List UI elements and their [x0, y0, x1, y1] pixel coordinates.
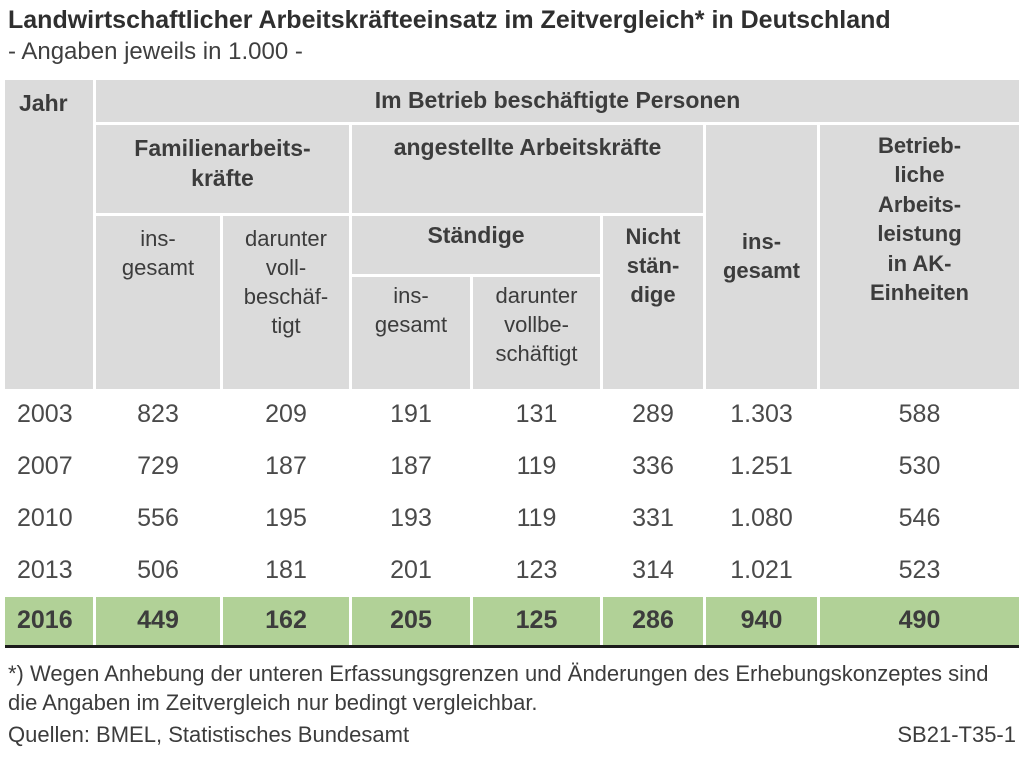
table-row: 2007 729 187 187 119 336 1.251 530: [5, 441, 1019, 493]
year-cell: 2007: [17, 452, 73, 481]
value-cell: 1.303: [730, 400, 793, 429]
header-insgesamt: ins- gesamt: [706, 124, 817, 389]
header-familienarbeitskraefte: Familienarbeits- kräfte: [96, 124, 349, 213]
value-cell: 588: [898, 400, 941, 429]
value-cell: 119: [516, 504, 557, 533]
value-cell: 530: [898, 452, 941, 481]
value-cell: 195: [265, 504, 307, 533]
value-cell: 286: [603, 596, 703, 645]
source-row: Quellen: BMEL, Statistisches Bundesamt S…: [5, 720, 1019, 748]
value-cell: 506: [137, 556, 179, 585]
value-cell: 336: [632, 452, 674, 481]
table-row: 2013 506 181 201 123 314 1.021 523: [5, 545, 1019, 597]
table-code: SB21-T35-1: [897, 722, 1016, 748]
value-cell: 193: [390, 504, 432, 533]
value-cell: 546: [898, 504, 941, 533]
source-text: Quellen: BMEL, Statistisches Bundesamt: [8, 722, 410, 748]
year-cell: 2010: [17, 504, 73, 533]
value-cell: 205: [352, 596, 470, 645]
value-cell: 131: [515, 400, 558, 429]
value-cell: 940: [706, 596, 817, 645]
header-nicht-staendige: Nicht stän- dige: [603, 215, 703, 389]
value-cell: 331: [632, 504, 674, 533]
header-staendige: Ständige: [352, 215, 600, 274]
value-cell: 123: [515, 556, 558, 585]
value-cell: 823: [137, 400, 179, 429]
header-familien-insgesamt: ins- gesamt: [96, 215, 220, 389]
header-jahr: Jahr: [5, 79, 93, 389]
value-cell: 191: [390, 400, 432, 429]
header-ak-einheiten: Betrieb- liche Arbeits- leistung in AK- …: [820, 124, 1019, 389]
value-cell: 209: [265, 400, 307, 429]
value-cell: 181: [265, 556, 307, 585]
table-row-highlighted-2016: 2016 449 162 205 125 286 940 490: [5, 596, 1019, 645]
header-im-betrieb: Im Betrieb beschäftigte Personen: [96, 79, 1019, 122]
value-cell: 490: [820, 596, 1019, 645]
value-cell: 449: [96, 596, 220, 645]
value-cell: 523: [898, 556, 941, 585]
value-cell: 187: [390, 452, 432, 481]
year-cell: 2003: [17, 400, 73, 429]
year-cell: 2013: [17, 556, 73, 585]
table-header: Jahr Im Betrieb beschäftigte Personen Fa…: [5, 79, 1019, 389]
value-cell: 1.080: [730, 504, 793, 533]
value-cell: 1.251: [730, 452, 793, 481]
table-row: 2003 823 209 191 131 289 1.303 588: [5, 389, 1019, 441]
value-cell: 1.021: [730, 556, 793, 585]
value-cell: 119: [516, 452, 557, 481]
value-cell: 289: [632, 400, 674, 429]
header-angestellte-arbeitskraefte: angestellte Arbeitskräfte: [352, 124, 703, 213]
page-subtitle: - Angaben jeweils in 1.000 -: [8, 37, 303, 65]
value-cell: 556: [137, 504, 179, 533]
value-cell: 729: [137, 452, 179, 481]
page-title: Landwirtschaftlicher Arbeitskräfteeinsat…: [8, 6, 891, 34]
table-row: 2010 556 195 193 119 331 1.080 546: [5, 493, 1019, 545]
value-cell: 187: [265, 452, 307, 481]
header-staendige-insgesamt: ins- gesamt: [352, 276, 470, 389]
data-table: Jahr Im Betrieb beschäftigte Personen Fa…: [5, 79, 1019, 648]
value-cell: 314: [632, 556, 674, 585]
value-cell: 125: [473, 596, 600, 645]
header-familien-vollbeschaeftigt: darunter voll- beschäf- tigt: [223, 215, 349, 389]
footnote: *) Wegen Anhebung der unteren Erfassungs…: [8, 660, 989, 716]
year-cell: 2016: [5, 596, 93, 645]
value-cell: 162: [223, 596, 349, 645]
value-cell: 201: [390, 556, 432, 585]
bottom-rule: [5, 644, 1019, 648]
header-staendige-vollbeschaeftigt: darunter vollbe- schäftigt: [473, 276, 600, 389]
